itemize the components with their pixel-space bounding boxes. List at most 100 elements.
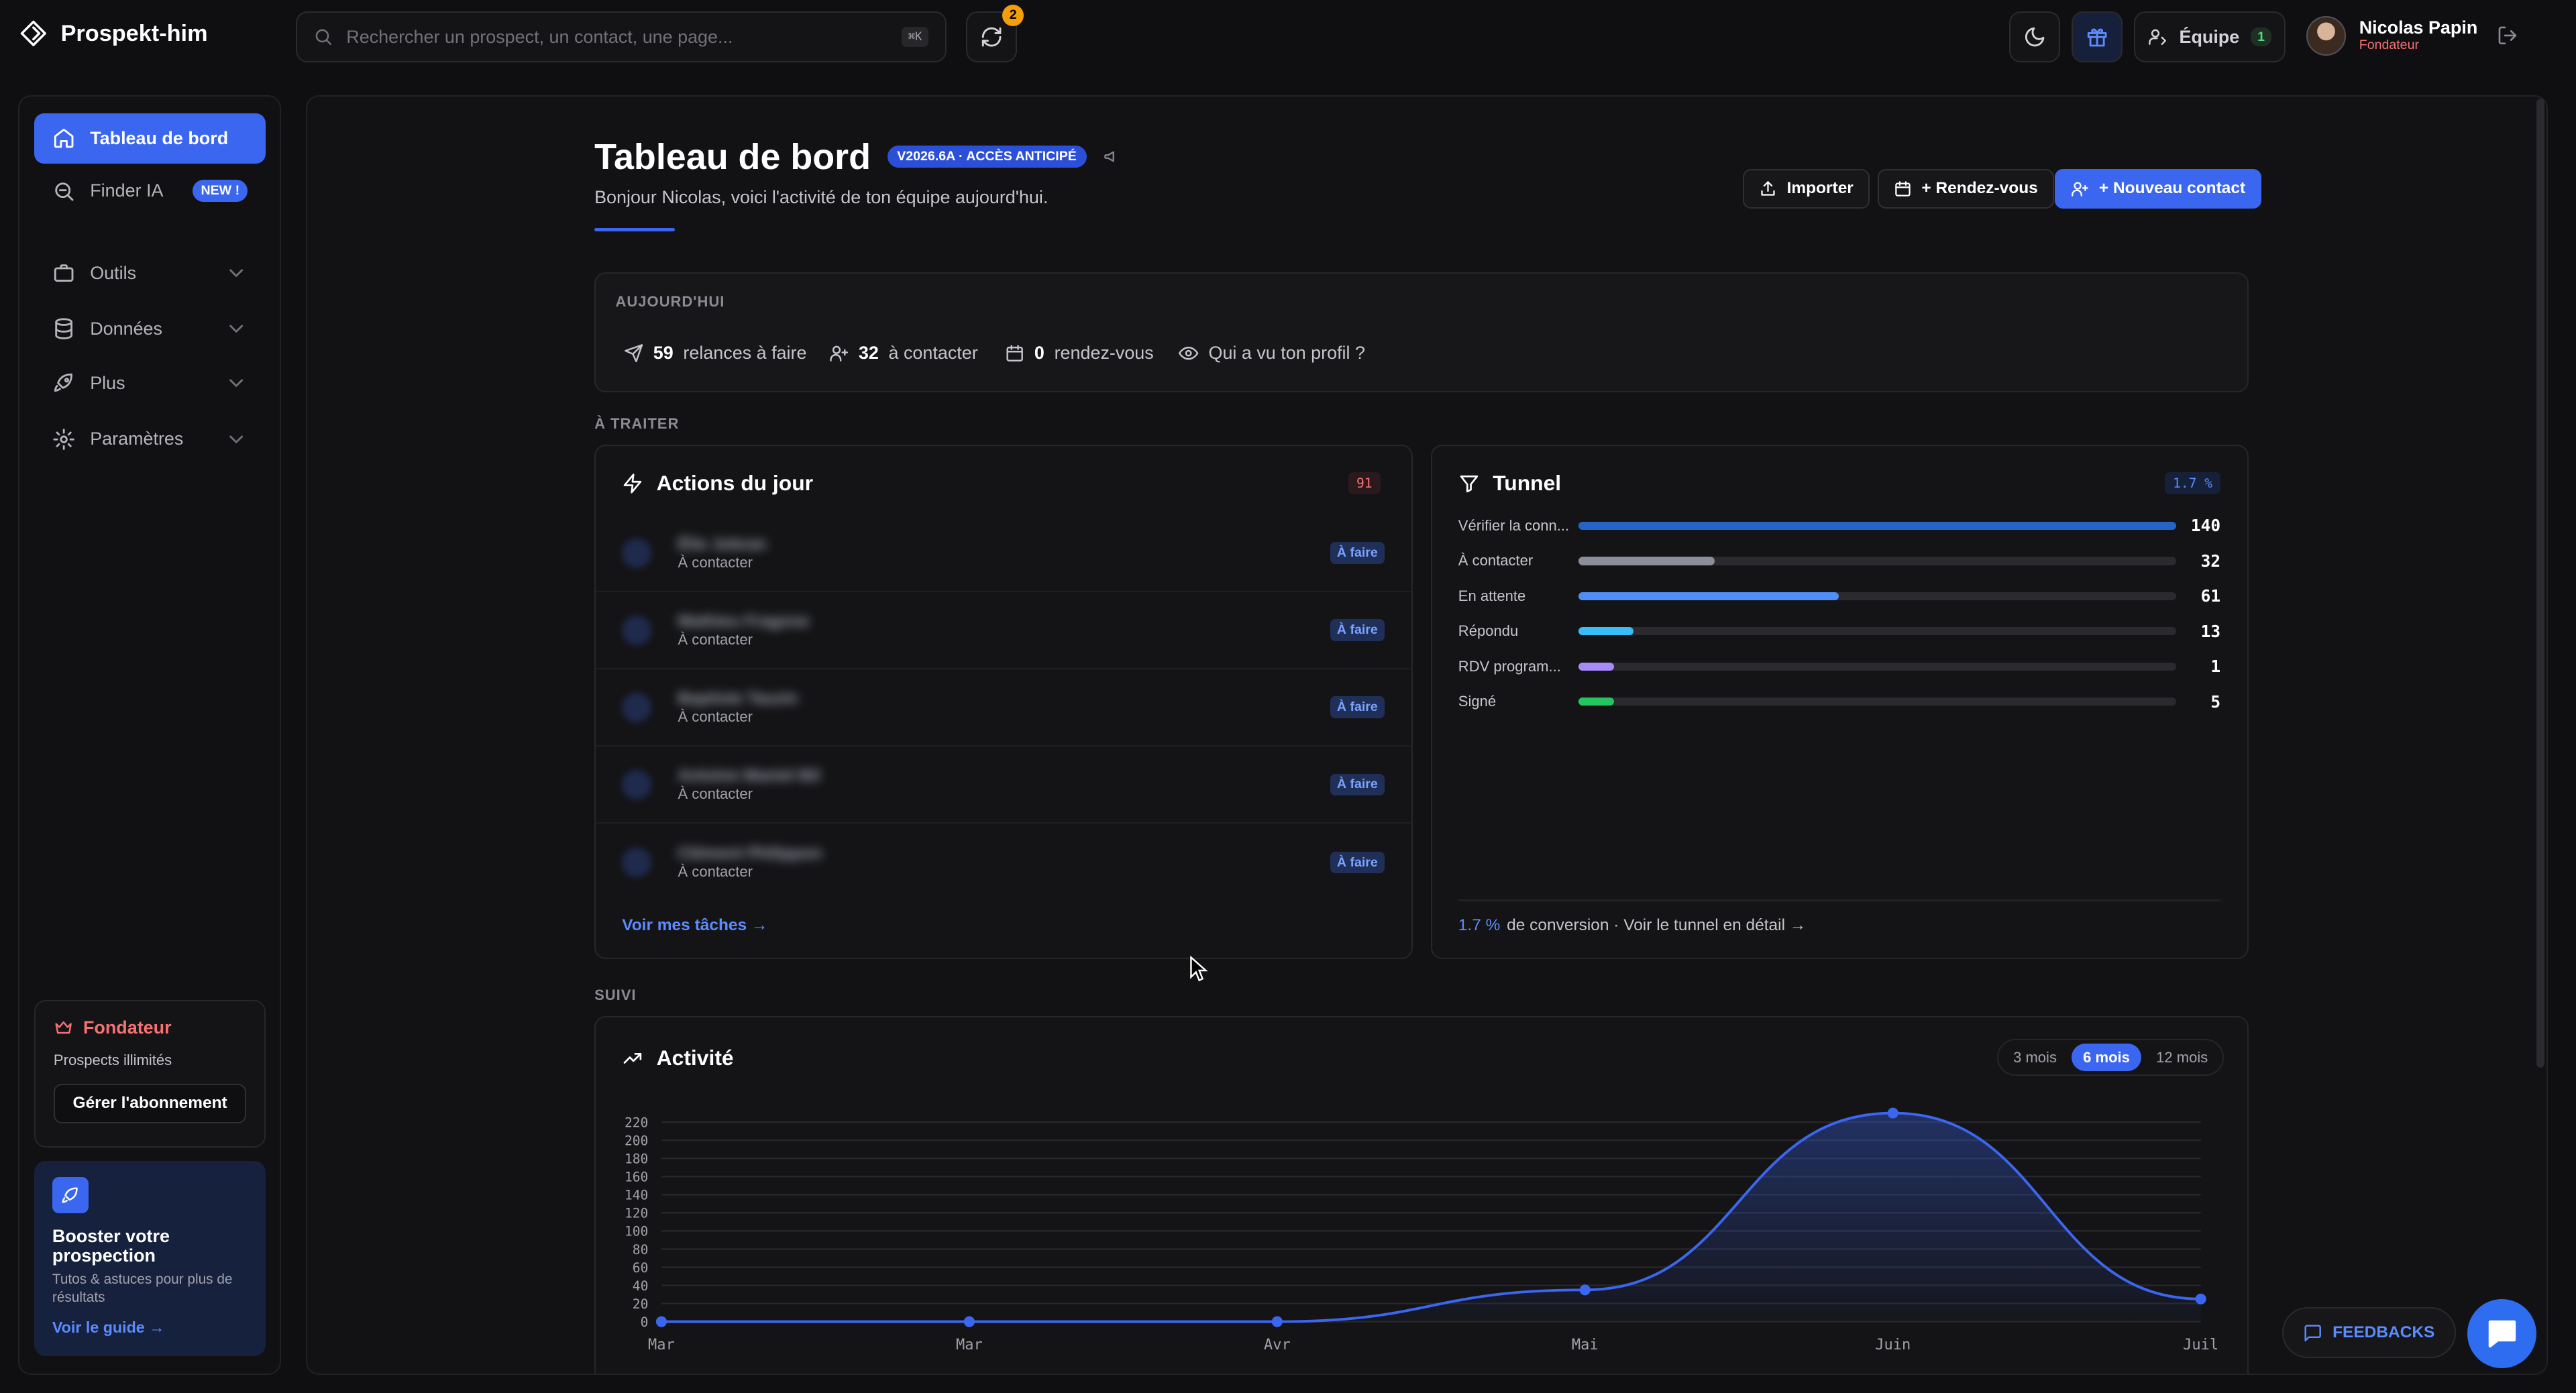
contact-status: À contacter xyxy=(678,863,753,881)
guide-link[interactable]: Voir le guide → xyxy=(52,1319,165,1337)
user-menu[interactable]: Nicolas Papin Fondateur xyxy=(2306,16,2477,56)
gift-button[interactable] xyxy=(2072,11,2123,63)
new-contact-button[interactable]: + Nouveau contact xyxy=(2055,168,2262,209)
y-tick-label: 80 xyxy=(633,1242,649,1258)
chevron-down-icon xyxy=(229,435,244,443)
tunnel-row-value: 32 xyxy=(2200,551,2221,571)
app-logo[interactable]: Prospekt-him xyxy=(19,19,208,48)
list-item[interactable]: Antoine Maniel Bil À contacter À faire xyxy=(596,746,1411,824)
data-point xyxy=(1271,1316,1283,1327)
series-line xyxy=(661,1111,2201,1323)
contact-name: Baptiste Tauzin xyxy=(678,689,798,708)
status-badge: À faire xyxy=(1330,542,1385,564)
search-shortcut: ⌘K xyxy=(901,27,929,47)
tunnel-row[interactable]: En attente 61 xyxy=(1458,579,2220,613)
list-item[interactable]: Clément Philippon À contacter À faire xyxy=(596,824,1411,901)
search-input[interactable]: Rechercher un prospect, un contact, une … xyxy=(295,11,947,63)
chat-button[interactable] xyxy=(2467,1299,2537,1368)
tunnel-row[interactable]: RDV program... 1 xyxy=(1458,649,2220,683)
list-item[interactable]: Élie Jobran À contacter À faire xyxy=(596,515,1411,593)
tunnel-row-label: RDV program... xyxy=(1458,657,1561,675)
data-point xyxy=(2195,1293,2206,1304)
x-tick-label: Mai xyxy=(1572,1337,1599,1353)
send-icon xyxy=(624,343,643,362)
new-badge: NEW ! xyxy=(193,180,248,203)
team-button[interactable]: Équipe 1 xyxy=(2134,11,2286,63)
avatar xyxy=(622,538,652,568)
sidebar-item-donnees[interactable]: Données xyxy=(34,304,266,355)
tunnel-title: Tunnel xyxy=(1493,470,1562,495)
plan-desc: Prospects illimités xyxy=(53,1052,172,1069)
logout-button[interactable] xyxy=(2497,25,2518,46)
sidebar-item-finder[interactable]: Finder IA NEW ! xyxy=(34,166,266,217)
range-12-months[interactable]: 12 mois xyxy=(2156,1048,2208,1066)
manage-subscription-label: Gérer l'abonnement xyxy=(72,1094,227,1113)
moon-icon xyxy=(2025,27,2045,47)
tunnel-bar-fill xyxy=(1578,592,1839,600)
chevron-down-icon xyxy=(229,269,244,277)
contact-name: Clément Philippon xyxy=(678,844,822,863)
avatar xyxy=(622,692,652,722)
rdv-label: + Rendez-vous xyxy=(1921,179,2038,198)
search-icon xyxy=(315,30,332,46)
search-icon xyxy=(55,182,74,201)
sidebar-item-label: Plus xyxy=(90,372,125,393)
avatar xyxy=(622,769,652,799)
chat-icon xyxy=(2488,1320,2516,1347)
import-label: Importer xyxy=(1786,179,1854,198)
mouse-cursor-icon xyxy=(1190,956,1208,982)
stat-relances[interactable]: 59 relances à faire xyxy=(624,342,807,364)
sync-badge: 2 xyxy=(1002,4,1024,26)
relances-label: relances à faire xyxy=(683,342,807,363)
megaphone-icon[interactable] xyxy=(1103,148,1121,166)
tunnel-row[interactable]: Signé 5 xyxy=(1458,684,2220,718)
scrollbar[interactable] xyxy=(2536,98,2545,1068)
tunnel-footer[interactable]: 1.7 % de conversion · Voir le tunnel en … xyxy=(1458,916,1807,935)
x-tick-label: Mar xyxy=(956,1337,983,1353)
status-badge: À faire xyxy=(1330,696,1385,719)
stat-contacter[interactable]: 32 à contacter xyxy=(829,343,978,364)
y-tick-label: 220 xyxy=(625,1115,648,1130)
x-tick-label: Mar xyxy=(648,1337,675,1353)
sidebar-item-outils[interactable]: Outils xyxy=(34,247,266,298)
list-item[interactable]: Mathieu Fragone À contacter À faire xyxy=(596,592,1411,670)
range-3-months[interactable]: 3 mois xyxy=(2013,1048,2057,1066)
sidebar-item-parametres[interactable]: Paramètres xyxy=(34,414,266,465)
range-6-months[interactable]: 6 mois xyxy=(2072,1044,2142,1071)
tunnel-row-value: 5 xyxy=(2210,691,2221,712)
rdv-button[interactable]: + Rendez-vous xyxy=(1877,168,2054,209)
y-tick-label: 0 xyxy=(641,1315,649,1330)
sync-button[interactable]: 2 xyxy=(966,4,1024,63)
guide-title: Booster votre prospection xyxy=(52,1225,170,1266)
briefcase-icon xyxy=(54,264,74,282)
tunnel-card: Tunnel 1.7 % Vérifier la conn... 140 À con… xyxy=(1430,445,2249,959)
title-underline xyxy=(594,227,676,231)
tunnel-bar-fill xyxy=(1578,627,1634,636)
calendar-icon xyxy=(1006,345,1023,361)
theme-toggle[interactable] xyxy=(2009,11,2061,63)
conversion-rate: 1.7 % xyxy=(1458,915,1501,934)
today-label: AUJOURD'HUI xyxy=(615,293,725,311)
feedback-label: FEEDBACKS xyxy=(2332,1323,2435,1342)
filter-icon xyxy=(1460,475,1478,492)
tunnel-row[interactable]: Vérifier la conn... 140 xyxy=(1458,508,2220,543)
rdv-count: 0 xyxy=(1034,342,1044,363)
feedback-button[interactable]: FEEDBACKS xyxy=(2282,1307,2456,1359)
stat-profile-views[interactable]: Qui a vu ton profil ? xyxy=(1179,343,1365,364)
tunnel-row[interactable]: Répondu 13 xyxy=(1458,614,2220,649)
plan-card: Fondateur Prospects illimités Gérer l'ab… xyxy=(34,999,266,1148)
stat-rdv[interactable]: 0 rendez-vous xyxy=(1005,343,1154,364)
logout-icon xyxy=(2499,26,2517,44)
tunnel-badge: 1.7 % xyxy=(2164,472,2221,495)
see-tasks-link[interactable]: Voir mes tâches → xyxy=(622,915,768,934)
sidebar-item-dashboard[interactable]: Tableau de bord xyxy=(34,113,266,164)
trending-up-icon xyxy=(623,1052,642,1064)
sidebar-item-plus[interactable]: Plus xyxy=(34,357,266,408)
series-area xyxy=(661,1113,2201,1322)
tunnel-row[interactable]: À contacter 32 xyxy=(1458,544,2220,578)
list-item[interactable]: Baptiste Tauzin À contacter À faire xyxy=(596,669,1411,747)
import-button[interactable]: Importer xyxy=(1742,168,1870,209)
activity-card: Activité 3 mois 6 mois 12 mois 0 20 40 60 80… xyxy=(594,1016,2249,1374)
manage-subscription-button[interactable]: Gérer l'abonnement xyxy=(53,1084,247,1123)
status-badge: À faire xyxy=(1330,773,1385,796)
